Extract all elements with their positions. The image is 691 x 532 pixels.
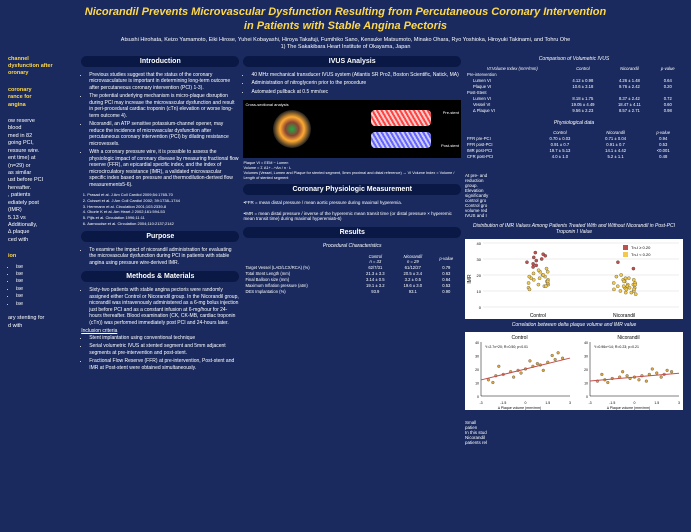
section-ivus: IVUS Analysis: [243, 56, 461, 67]
physiological-table: ControlNicorandilp-valueFFR pre-PCI0.70 …: [465, 130, 683, 160]
authors: Atsushi Hirohata, Keizo Yamamoto, Eiki H…: [8, 37, 683, 43]
ivus-diagram: Cross-sectional analysis Pre-stent Post-…: [243, 100, 461, 158]
ffr-formula: •FFR = mean distal pressure / mean aorti…: [243, 200, 461, 206]
section-purpose: Purpose: [81, 231, 239, 242]
scatter-title: Distribution of IMR Values Among Patient…: [465, 223, 683, 235]
svg-text:20: 20: [475, 368, 479, 372]
svg-text:-3: -3: [588, 401, 591, 405]
svg-text:-1.5: -1.5: [500, 401, 506, 405]
right-note-2: Small patienIn this stud Nicorandil pati…: [465, 415, 683, 445]
ivus-body: 40 MHz mechanical transducer IVUS system…: [243, 72, 461, 98]
svg-text:∆ Plaque volume (mm³/mm): ∆ Plaque volume (mm³/mm): [498, 406, 541, 410]
svg-text:Control: Control: [530, 313, 546, 319]
left-cropped-column: channel dysfunction after oronary corona…: [8, 56, 77, 506]
svg-text:-1.5: -1.5: [609, 401, 615, 405]
svg-text:1.5: 1.5: [545, 401, 550, 405]
svg-text:Tn-I < 0.20: Tn-I < 0.20: [631, 252, 651, 257]
svg-text:30: 30: [477, 257, 482, 262]
phys-title: Physiological data: [465, 120, 683, 126]
svg-text:Y=2.7x+20; R=0.50; p<0.01: Y=2.7x+20; R=0.50; p<0.01: [485, 345, 528, 349]
section-methods: Methods & Materials: [81, 271, 239, 282]
correlation-chart: 010203040-3-1.501.53ControlY=2.7x+20; R=…: [465, 332, 683, 410]
proc-title: Procedural Characteristics: [243, 243, 461, 249]
section-results: Results: [243, 227, 461, 238]
ivus-caption: Plaque VI = EEM − Lumen Volume = Σ A1+..…: [243, 161, 461, 181]
svg-text:10: 10: [584, 381, 588, 385]
svg-text:∆ Plaque volume (mm³/mm): ∆ Plaque volume (mm³/mm): [607, 406, 650, 410]
svg-text:20: 20: [584, 368, 588, 372]
section-cpm: Coronary Physiologic Measurement: [243, 184, 461, 195]
methods-body: Sixty-two patients with stable angina pe…: [81, 287, 239, 373]
imr-distribution-chart: 010203040ControlNicorandilIMRTn-I ≥ 0.20…: [465, 239, 683, 319]
volivus-title: Comparison of Volumetric IVUS: [465, 56, 683, 62]
corr-title: Correlation between delta plaque volume …: [465, 322, 683, 328]
svg-text:0: 0: [586, 395, 588, 399]
svg-text:0: 0: [525, 401, 527, 405]
svg-text:40: 40: [477, 241, 482, 246]
svg-text:30: 30: [475, 354, 479, 358]
svg-text:1.5: 1.5: [654, 401, 659, 405]
section-introduction: Introduction: [81, 56, 239, 67]
svg-text:30: 30: [584, 354, 588, 358]
svg-text:40: 40: [584, 341, 588, 345]
svg-text:3: 3: [678, 401, 680, 405]
svg-text:-3: -3: [479, 401, 482, 405]
svg-text:40: 40: [475, 341, 479, 345]
svg-text:3: 3: [569, 401, 571, 405]
poster-title: Nicorandil Prevents Microvascular Dysfun…: [8, 6, 683, 34]
svg-text:Nicorandil: Nicorandil: [613, 313, 635, 319]
imr-formula: •IMR = mean distal pressure / inverse of…: [243, 211, 461, 223]
intro-body: Previous studies suggest that the status…: [81, 72, 239, 191]
svg-text:20: 20: [477, 273, 482, 278]
right-note-1: At pre- and reduction group.Elevation si…: [465, 168, 683, 218]
svg-text:Tn-I ≥ 0.20: Tn-I ≥ 0.20: [631, 245, 651, 250]
svg-text:Control: Control: [511, 335, 527, 341]
svg-text:0: 0: [477, 395, 479, 399]
svg-text:0: 0: [634, 401, 636, 405]
purpose-body: To examine the impact of nicorandil admi…: [81, 247, 239, 269]
affiliation: 1) The Sakakibara Heart Institute of Oka…: [8, 44, 683, 50]
svg-text:IMR: IMR: [467, 274, 473, 284]
svg-text:10: 10: [475, 381, 479, 385]
references: Prasad et al. J Am Coll Cardiol 2009;54:…: [81, 193, 239, 228]
svg-text:10: 10: [477, 289, 482, 294]
svg-text:Nicorandil: Nicorandil: [617, 335, 639, 341]
svg-text:Y=0.96x+14; R=0.23; p=0.21: Y=0.96x+14; R=0.23; p=0.21: [594, 345, 639, 349]
volumetric-ivus-table: VI:Volume Index (mm³/mm)ControlNicorandi…: [465, 66, 683, 114]
procedural-table: Controln = 33Nicorandiln = 29p-valueTarg…: [243, 253, 461, 294]
